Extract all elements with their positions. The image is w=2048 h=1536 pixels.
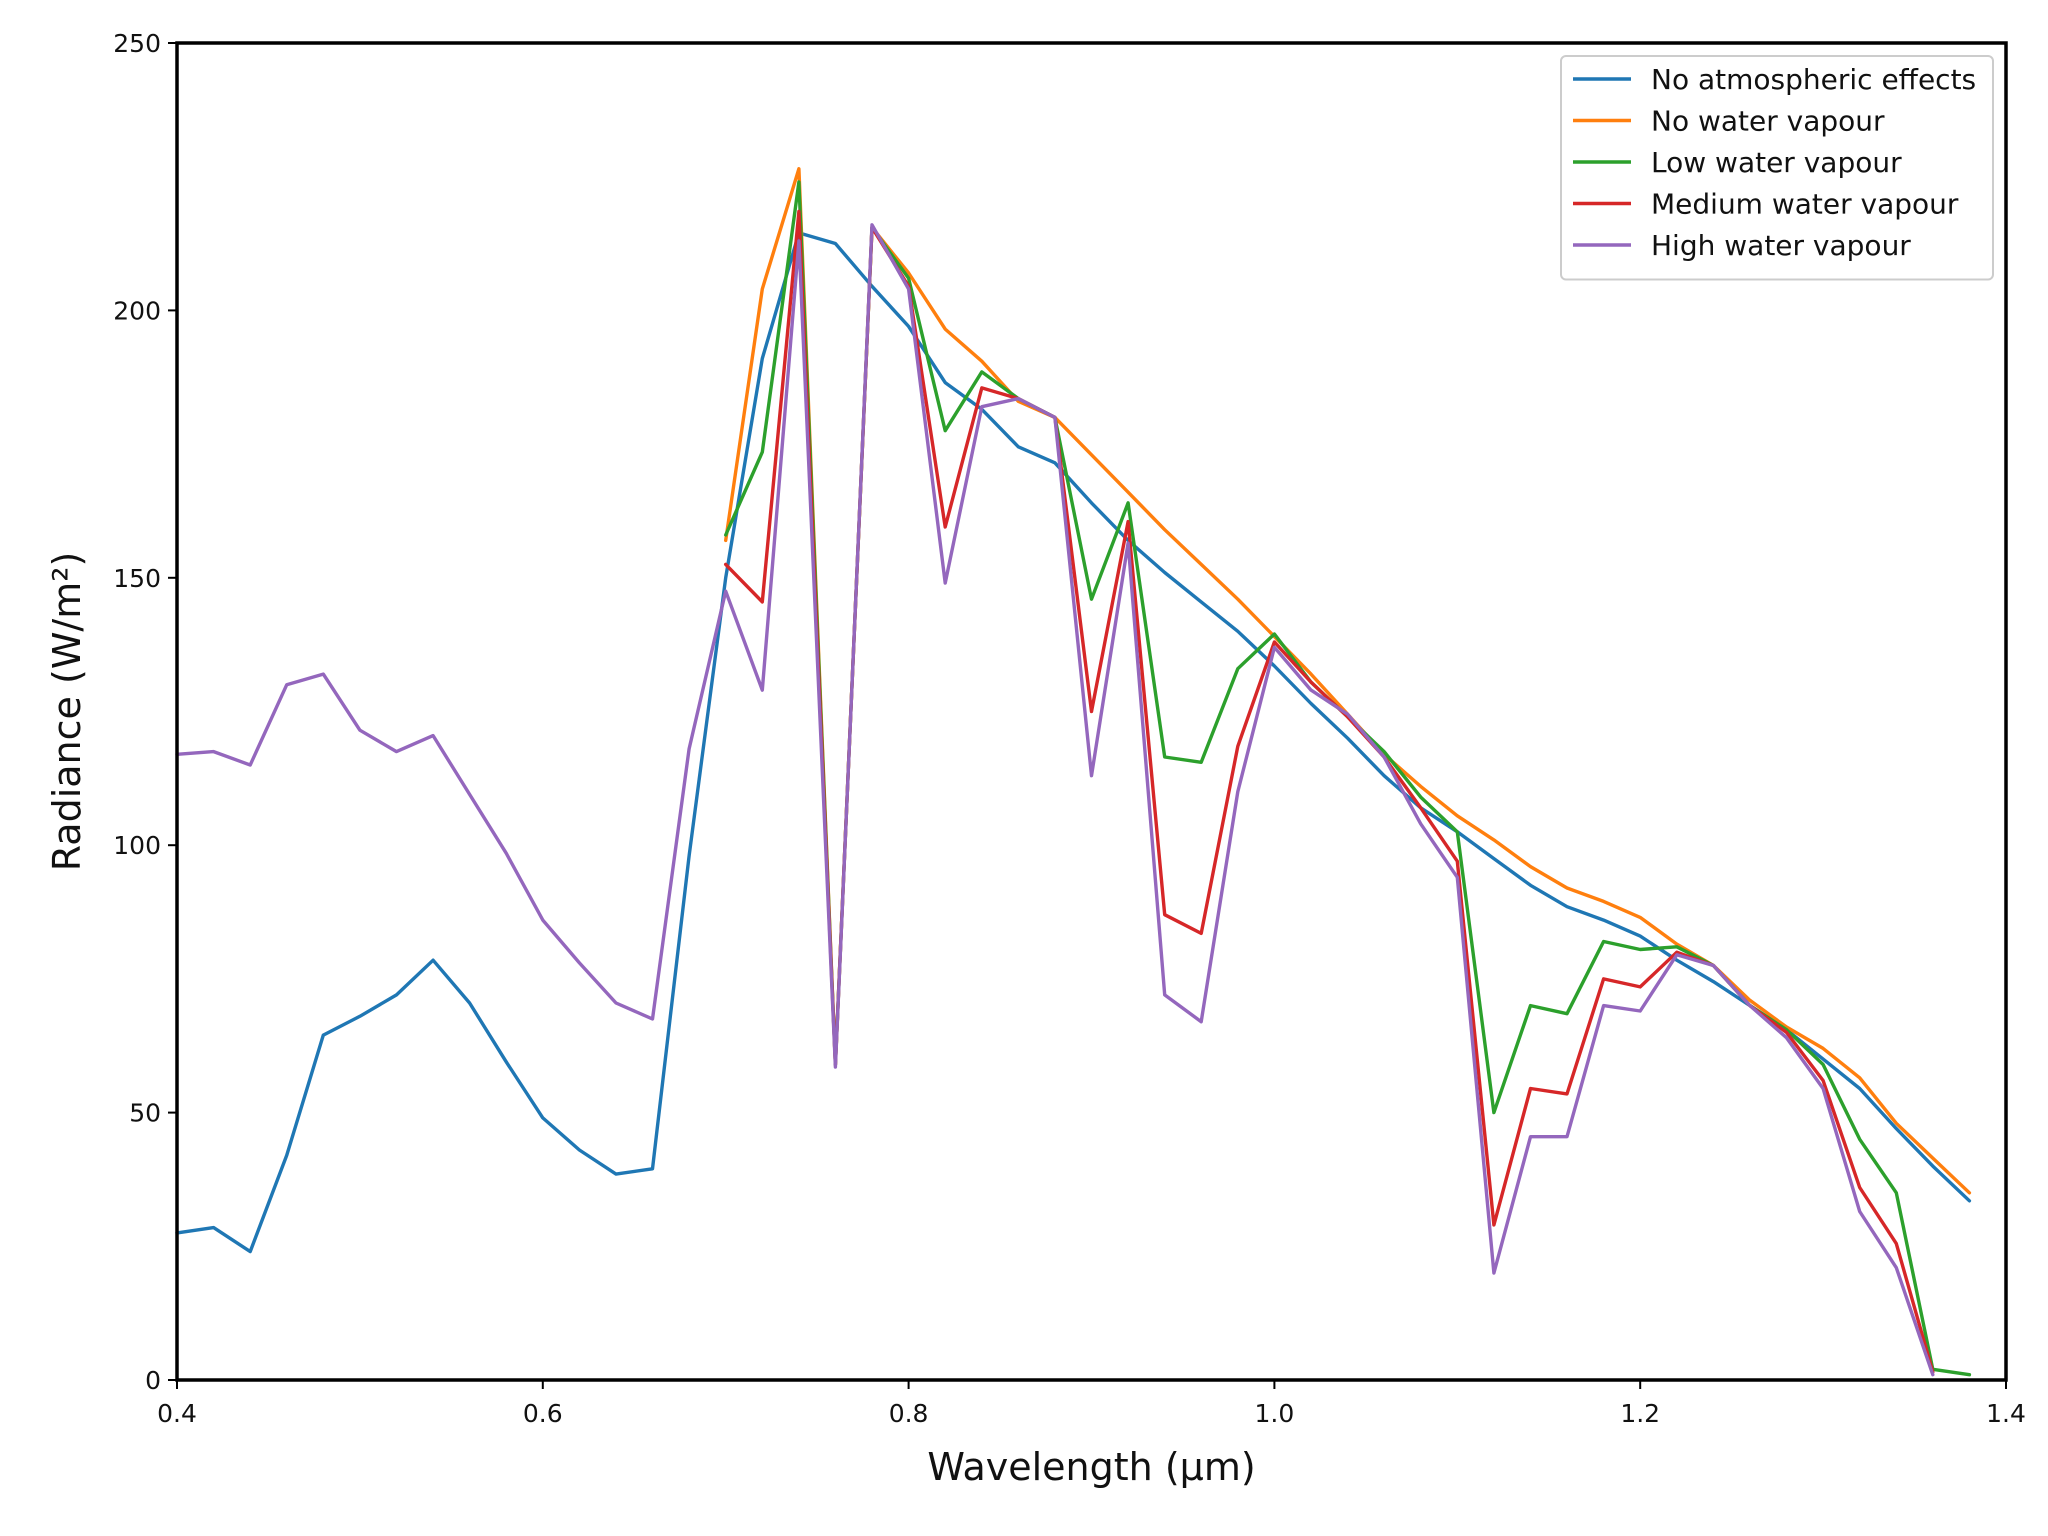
y-tick-label: 200 bbox=[113, 296, 161, 325]
series-line-high-water-vapour bbox=[175, 223, 1935, 1377]
legend-box bbox=[1560, 55, 1994, 281]
y-tick-label: 100 bbox=[113, 831, 161, 860]
x-tick-label: 0.6 bbox=[523, 1399, 563, 1428]
y-tick-label: 50 bbox=[129, 1099, 161, 1128]
x-tick-label: 0.4 bbox=[157, 1399, 197, 1428]
x-axis: 0.4 0.6 0.8 1.0 1.2 1.4 bbox=[157, 1380, 2026, 1428]
y-tick-label: 250 bbox=[113, 29, 161, 58]
series-line-no-atmospheric-effects bbox=[175, 231, 1972, 1254]
x-axis-title: Wavelength (μm) bbox=[927, 1445, 1255, 1489]
x-tick-label: 0.8 bbox=[889, 1399, 929, 1428]
series-line-low-water-vapour bbox=[724, 180, 1972, 1377]
legend-label: No water vapour bbox=[1651, 105, 1885, 138]
legend: No atmospheric effects No water vapour Low… bbox=[1560, 55, 1994, 281]
y-axis-title: Radiance (W/m²) bbox=[45, 552, 89, 872]
x-tick-label: 1.4 bbox=[1986, 1399, 2026, 1428]
y-axis: 0 50 100 150 200 250 bbox=[113, 29, 177, 1395]
legend-label: No atmospheric effects bbox=[1651, 63, 1976, 96]
y-tick-label: 0 bbox=[145, 1366, 161, 1395]
series-group bbox=[175, 166, 1972, 1377]
legend-label: High water vapour bbox=[1651, 229, 1911, 262]
series-line-medium-water-vapour bbox=[724, 209, 1935, 1374]
legend-label: Low water vapour bbox=[1651, 146, 1902, 179]
x-tick-label: 1.2 bbox=[1620, 1399, 1660, 1428]
legend-label: Medium water vapour bbox=[1651, 188, 1959, 221]
y-tick-label: 150 bbox=[113, 564, 161, 593]
x-tick-label: 1.0 bbox=[1255, 1399, 1295, 1428]
plot-frame bbox=[175, 41, 2008, 1382]
